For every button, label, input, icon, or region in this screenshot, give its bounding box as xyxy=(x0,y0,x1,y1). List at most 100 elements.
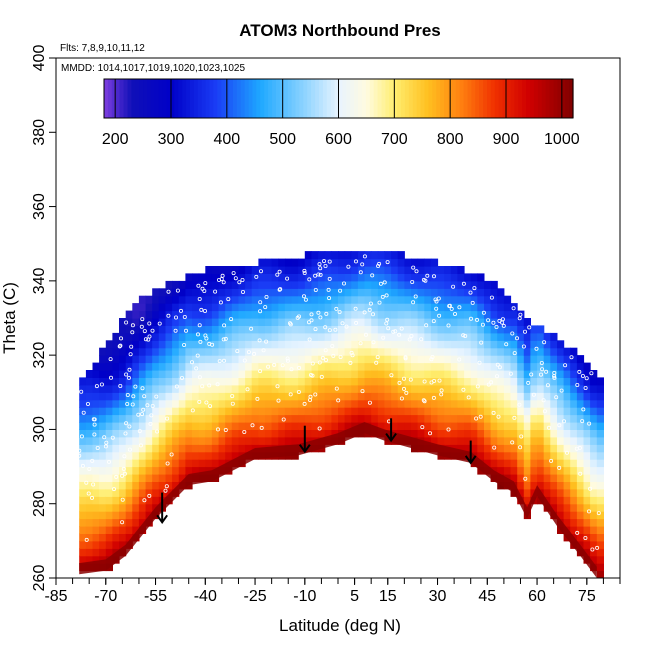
heatmap-cell xyxy=(377,325,385,334)
heatmap-cell xyxy=(284,436,293,445)
heatmap-cell xyxy=(185,362,193,371)
heatmap-cell xyxy=(225,377,233,386)
heatmap-cell xyxy=(291,362,299,371)
heatmap-cell xyxy=(557,370,565,378)
heatmap-cell xyxy=(265,392,273,401)
heatmap-cell xyxy=(404,288,412,297)
heatmap-cell xyxy=(185,459,193,468)
heatmap-cell xyxy=(92,518,100,527)
heatmap-cell xyxy=(391,266,399,274)
heatmap-cell xyxy=(125,407,133,416)
heatmap-cell xyxy=(119,392,127,401)
heatmap-cell xyxy=(570,496,578,505)
data-point xyxy=(336,398,341,403)
heatmap-cell xyxy=(497,288,505,297)
heatmap-cell xyxy=(391,332,399,341)
heatmap-cell xyxy=(298,362,306,371)
heatmap-cell xyxy=(563,474,571,482)
heatmap-cell xyxy=(490,429,498,438)
heatmap-cell xyxy=(344,266,352,274)
heatmap-cell xyxy=(225,399,233,408)
heatmap-cell xyxy=(391,303,399,312)
data-point xyxy=(255,396,260,401)
heatmap-cell xyxy=(311,266,319,274)
heatmap-cell xyxy=(497,332,505,341)
heatmap-cell xyxy=(231,318,239,326)
heatmap-cell xyxy=(596,407,604,416)
heatmap-cell xyxy=(105,496,113,505)
heatmap-cell xyxy=(158,288,166,297)
heatmap-cell xyxy=(278,436,286,445)
heatmap-cell xyxy=(265,384,273,393)
heatmap-cell xyxy=(258,332,266,341)
heatmap-cell xyxy=(205,347,213,356)
heatmap-cell xyxy=(85,474,94,482)
heatmap-cell xyxy=(490,451,498,460)
heatmap-cell xyxy=(344,303,352,312)
heatmap-cell xyxy=(517,340,525,349)
heatmap-cell xyxy=(165,318,173,326)
heatmap-cell xyxy=(583,518,591,527)
heatmap-cell xyxy=(503,303,512,312)
heatmap-cell xyxy=(165,377,173,386)
data-point xyxy=(410,279,415,284)
heatmap-cell xyxy=(430,266,439,274)
heatmap-cell xyxy=(165,444,173,453)
heatmap-cell xyxy=(132,481,140,490)
heatmap-cell xyxy=(490,355,498,364)
colorbar-segment xyxy=(533,79,539,118)
heatmap-cell xyxy=(543,392,551,401)
heatmap-cell xyxy=(238,340,246,349)
heatmap-cell xyxy=(464,325,472,334)
heatmap-cell xyxy=(238,377,246,386)
heatmap-cell xyxy=(563,399,571,408)
heatmap-cell xyxy=(172,392,180,401)
heatmap-cell xyxy=(311,310,319,319)
data-point xyxy=(175,288,180,293)
data-point xyxy=(264,339,269,344)
heatmap-cell xyxy=(152,310,160,319)
heatmap-cell xyxy=(576,474,585,482)
data-point xyxy=(552,375,557,380)
heatmap-cell xyxy=(331,362,339,371)
heatmap-cell xyxy=(185,273,193,282)
heatmap-cell xyxy=(238,370,246,378)
data-point xyxy=(77,448,82,453)
heatmap-cell xyxy=(397,362,405,371)
heatmap-cell xyxy=(497,414,505,423)
heatmap-cell xyxy=(304,429,312,438)
heatmap-cell xyxy=(550,384,558,393)
heatmap-cell xyxy=(198,340,206,349)
heatmap-cell xyxy=(464,377,472,386)
data-point xyxy=(468,290,473,295)
heatmap-cell xyxy=(132,318,140,326)
heatmap-cell xyxy=(92,422,100,430)
heatmap-cell xyxy=(596,436,604,445)
colorbar-segment xyxy=(283,79,289,118)
data-point xyxy=(452,311,457,316)
heatmap-cell xyxy=(291,280,299,289)
heatmap-cell xyxy=(503,399,512,408)
heatmap-cell xyxy=(192,340,200,349)
colorbar-segment xyxy=(170,79,175,118)
heatmap-cell xyxy=(278,325,286,334)
heatmap-cell xyxy=(384,392,392,401)
data-point xyxy=(203,333,208,338)
heatmap-cell xyxy=(105,540,113,549)
heatmap-cell xyxy=(444,310,452,319)
data-point xyxy=(411,265,416,270)
heatmap-cell xyxy=(278,399,286,408)
heatmap-cell xyxy=(138,303,147,312)
heatmap-cell xyxy=(165,392,173,401)
data-point xyxy=(580,373,585,378)
data-point xyxy=(477,360,482,365)
heatmap-cell xyxy=(278,332,286,341)
heatmap-cell xyxy=(99,355,107,364)
heatmap-cell xyxy=(457,414,465,423)
heatmap-cell xyxy=(351,370,359,378)
colorbar-segment xyxy=(119,79,125,118)
heatmap-cell xyxy=(563,503,571,512)
data-point xyxy=(569,355,574,360)
data-point xyxy=(337,309,342,314)
data-point xyxy=(491,410,496,415)
